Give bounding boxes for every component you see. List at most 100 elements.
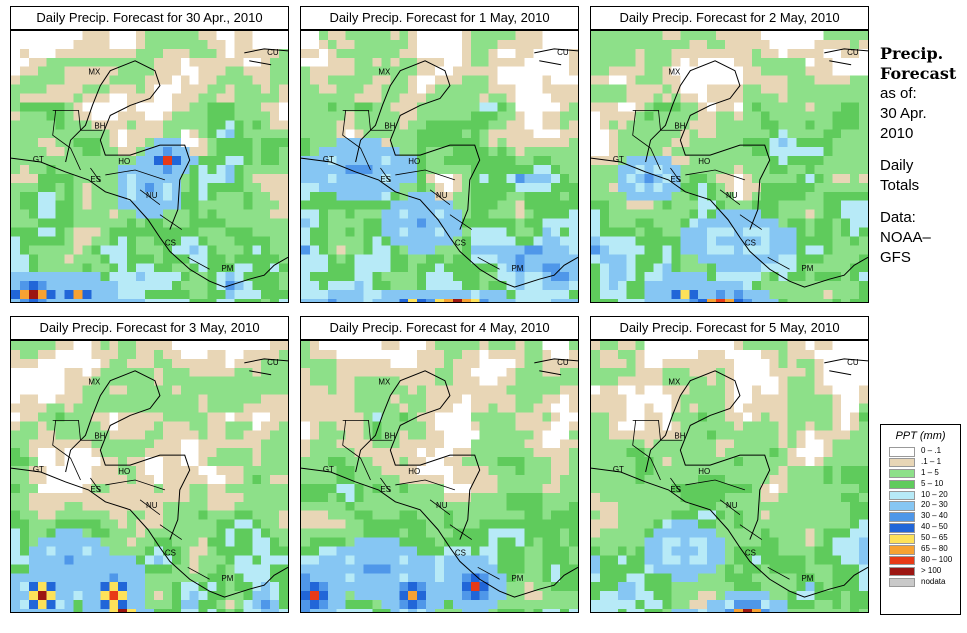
country-label-pm: PM — [511, 264, 523, 273]
sidebar-data-line1: Data: — [880, 209, 916, 226]
pacific-coastline — [591, 467, 868, 598]
caribbean-coastline — [65, 60, 191, 230]
country-label-bh: BH — [94, 121, 105, 130]
legend-row: 5 – 10 — [881, 479, 960, 490]
country-label-es: ES — [90, 175, 101, 184]
caribbean-coastline — [355, 60, 481, 230]
country-borders — [52, 110, 210, 270]
forecast-panel-6: Daily Precip. Forecast for 5 May, 2010 MX… — [590, 316, 869, 613]
legend-row: 65 – 80 — [881, 544, 960, 555]
forecast-panel-5: Daily Precip. Forecast for 4 May, 2010 MX… — [300, 316, 579, 613]
legend-label: 40 – 50 — [921, 522, 948, 532]
caribbean-coastline — [65, 370, 191, 540]
cuba-outline — [534, 358, 578, 376]
sidebar-data-line2: NOAA– — [880, 229, 931, 246]
cuba-outline — [824, 358, 868, 376]
panel-title: Daily Precip. Forecast for 30 Apr., 2010 — [10, 6, 289, 30]
sidebar-asof: as of: — [880, 85, 917, 102]
country-label-cu: CU — [847, 48, 859, 57]
country-label-bh: BH — [674, 431, 685, 440]
legend-row: 30 – 40 — [881, 511, 960, 522]
legend-label: .1 – 1 — [921, 456, 942, 466]
precip-map: MX BH GT HO ES NU CS PM CU — [300, 340, 579, 613]
legend-swatch — [889, 501, 915, 511]
panel-title: Daily Precip. Forecast for 4 May, 2010 — [300, 316, 579, 340]
country-label-nu: NU — [146, 191, 158, 200]
country-label-bh: BH — [384, 121, 395, 130]
country-label-mx: MX — [668, 378, 681, 387]
country-borders — [342, 110, 500, 270]
country-label-gt: GT — [613, 465, 624, 474]
country-label-ho: HO — [698, 467, 710, 476]
country-label-gt: GT — [323, 465, 334, 474]
legend-swatch — [889, 545, 915, 555]
legend-row: 80 – 100 — [881, 555, 960, 566]
cuba-outline — [534, 48, 578, 66]
country-label-cs: CS — [745, 548, 756, 557]
legend-swatch — [889, 490, 915, 501]
sidebar-title-line2: Forecast — [880, 64, 957, 83]
country-label-bh: BH — [384, 431, 395, 440]
forecast-info: Precip. Forecast as of: 30 Apr. 2010 Dai… — [880, 44, 965, 268]
legend-label: 0 – .1 — [921, 446, 942, 455]
sidebar-date-line1: 30 Apr. — [880, 105, 927, 122]
legend-row: 1 – 5 — [881, 468, 960, 479]
legend-swatch — [889, 468, 915, 479]
legend-label: 50 – 65 — [921, 533, 948, 543]
sidebar-title-line1: Precip. — [880, 44, 944, 63]
legend-swatch — [889, 457, 915, 468]
country-label-nu: NU — [436, 191, 448, 200]
forecast-panel-2: Daily Precip. Forecast for 1 May, 2010 MX… — [300, 6, 579, 303]
precip-map: MX BH GT HO ES NU CS PM CU — [590, 30, 869, 303]
country-label-gt: GT — [323, 155, 334, 164]
country-label-ho: HO — [698, 157, 710, 166]
country-borders — [632, 420, 790, 580]
legend-swatch — [889, 555, 915, 566]
legend-row: 0 – .1 — [881, 446, 960, 457]
panel-title: Daily Precip. Forecast for 2 May, 2010 — [590, 6, 869, 30]
country-label-ho: HO — [408, 157, 420, 166]
cuba-outline — [824, 48, 868, 66]
legend-label: 1 – 5 — [921, 467, 939, 477]
pacific-coastline — [301, 157, 578, 288]
country-label-ho: HO — [118, 157, 130, 166]
legend-label: nodata — [921, 576, 946, 586]
country-label-pm: PM — [511, 574, 523, 583]
legend-swatch — [889, 512, 915, 522]
legend-title: PPT (mm) — [895, 430, 946, 442]
country-label-cs: CS — [165, 548, 176, 557]
country-label-mx: MX — [378, 378, 391, 387]
country-label-nu: NU — [726, 501, 738, 510]
legend-label: 10 – 20 — [921, 489, 948, 499]
country-label-es: ES — [670, 485, 681, 494]
legend-label: 20 – 30 — [921, 500, 948, 510]
precip-map: MX BH GT HO ES NU CS PM CU — [590, 340, 869, 613]
sidebar-totals-line1: Daily — [880, 157, 914, 174]
precip-map: MX BH GT HO ES NU CS PM CU — [10, 340, 289, 613]
legend-label: 65 – 80 — [921, 544, 948, 554]
country-label-ho: HO — [118, 467, 130, 476]
country-label-cu: CU — [557, 358, 569, 367]
country-label-pm: PM — [801, 264, 813, 273]
caribbean-coastline — [645, 60, 771, 230]
legend-row: 50 – 65 — [881, 533, 960, 544]
country-label-es: ES — [670, 175, 681, 184]
cuba-outline — [244, 48, 288, 66]
pacific-coastline — [11, 157, 288, 288]
precip-map: MX BH GT HO ES NU CS PM CU — [300, 30, 579, 303]
legend-swatch — [889, 523, 915, 533]
sidebar-data-line3: GFS — [880, 249, 911, 266]
legend-label: 80 – 100 — [921, 554, 953, 564]
country-label-bh: BH — [674, 121, 685, 130]
panel-title: Daily Precip. Forecast for 5 May, 2010 — [590, 316, 869, 340]
legend-label: 30 – 40 — [921, 511, 948, 521]
country-label-gt: GT — [33, 155, 44, 164]
legend-swatch — [889, 479, 915, 490]
country-label-bh: BH — [94, 431, 105, 440]
legend-swatch — [889, 534, 915, 544]
country-label-cu: CU — [267, 48, 279, 57]
caribbean-coastline — [355, 370, 481, 540]
country-label-mx: MX — [378, 68, 391, 77]
country-label-cs: CS — [455, 238, 466, 247]
forecast-panel-4: Daily Precip. Forecast for 3 May, 2010 MX… — [10, 316, 289, 613]
